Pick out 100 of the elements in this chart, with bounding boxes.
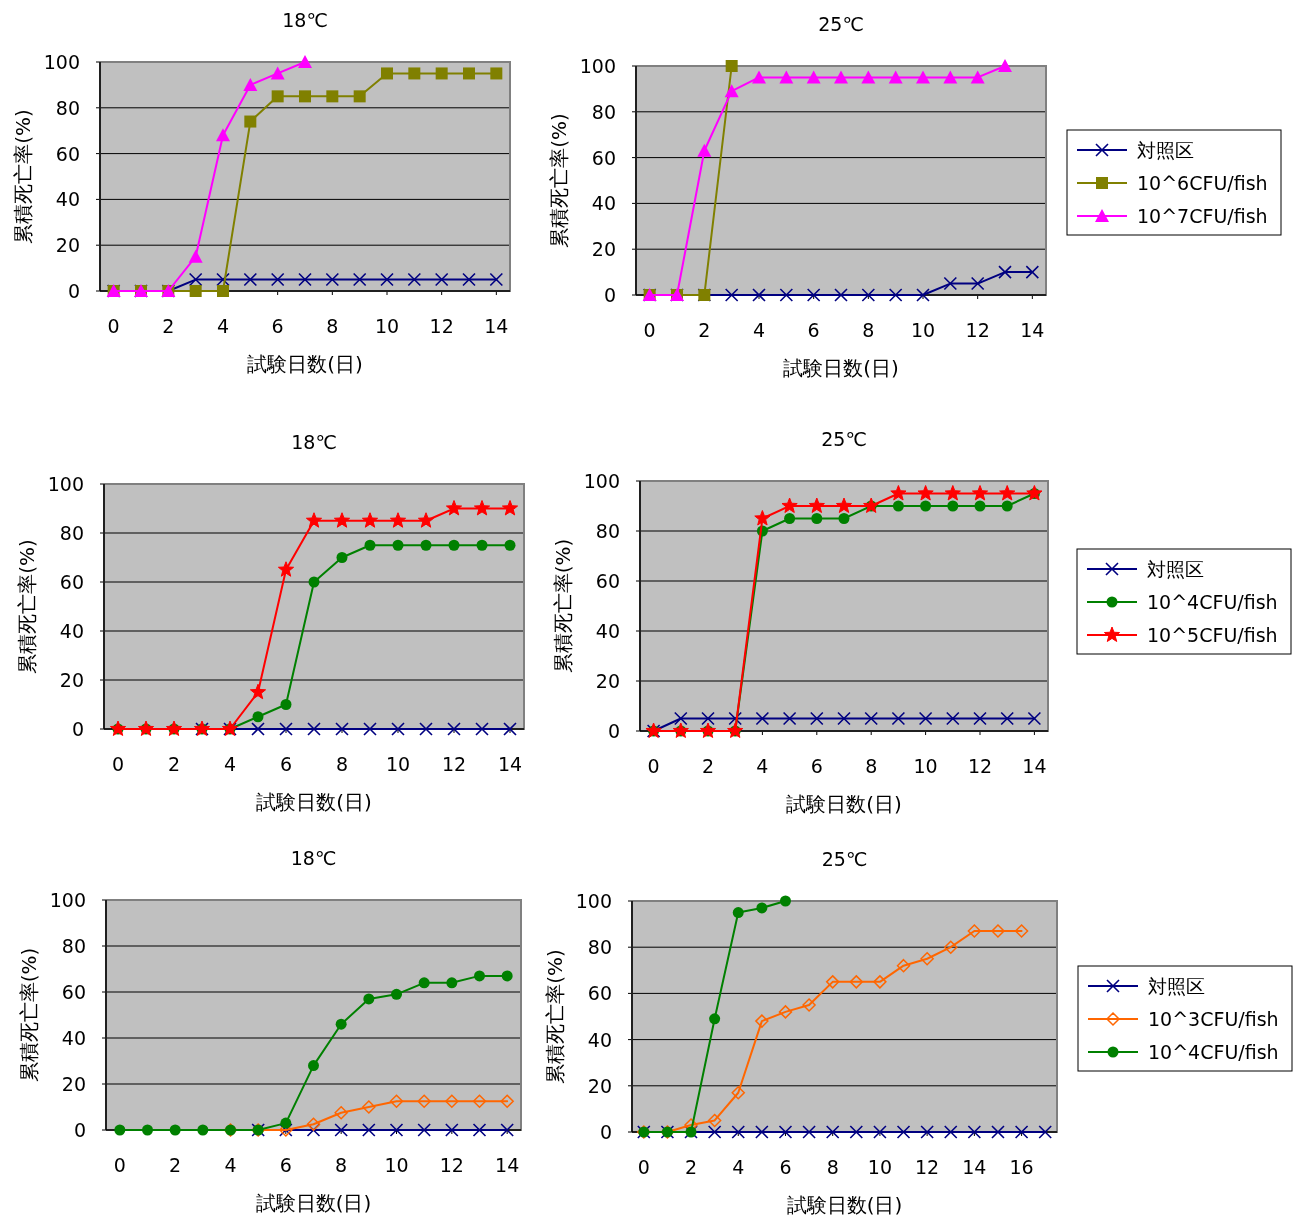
y-tick-label: 0: [67, 280, 80, 302]
y-tick-label: 100: [49, 889, 86, 911]
y-tick-label: 20: [59, 669, 84, 691]
x-tick-label: 4: [216, 315, 230, 337]
y-tick-label: 80: [587, 936, 612, 959]
x-tick-label: 8: [865, 755, 878, 777]
y-tick-label: 40: [587, 1028, 612, 1051]
x-tick-label: 4: [223, 753, 237, 775]
x-tick-label: 16: [1009, 1156, 1034, 1178]
x-tick-label: 12: [441, 753, 467, 775]
y-tick-label: 60: [595, 570, 620, 592]
chart-title: 25℃: [821, 848, 868, 870]
x-tick-label: 0: [107, 315, 120, 337]
x-tick-label: 2: [684, 1156, 698, 1178]
y-tick-label: 60: [587, 982, 612, 1005]
y-tick-label: 40: [59, 620, 84, 642]
x-tick-label: 10: [913, 755, 938, 777]
x-tick-label: 12: [439, 1154, 464, 1176]
x-tick-label: 10: [867, 1156, 893, 1178]
x-tick-label: 4: [752, 319, 766, 341]
legend-label: 10^3CFU/fish: [1148, 1008, 1279, 1030]
y-axis-title: 累積死亡率(%): [11, 109, 35, 244]
y-tick-label: 100: [579, 55, 616, 77]
y-tick-label: 40: [595, 620, 620, 642]
chart-title: 25℃: [818, 13, 864, 35]
x-axis-title: 試験日数(日): [786, 1193, 903, 1217]
x-tick-label: 14: [484, 315, 509, 337]
x-tick-label: 6: [271, 315, 284, 337]
y-axis-title: 累積死亡率(%): [15, 539, 39, 674]
x-axis-title: 試験日数(日): [255, 1191, 372, 1215]
x-axis-title: 試験日数(日): [247, 352, 363, 376]
y-tick-label: 20: [61, 1073, 86, 1095]
y-tick-label: 20: [591, 238, 616, 261]
x-tick-label: 8: [826, 1156, 839, 1178]
legend-label: 10^5CFU/fish: [1147, 624, 1278, 646]
x-tick-label: 12: [429, 315, 454, 337]
legend-label: 10^6CFU/fish: [1137, 172, 1268, 194]
chart-title: 18℃: [282, 9, 328, 31]
y-tick-label: 80: [595, 520, 620, 542]
x-tick-label: 0: [647, 755, 660, 777]
x-tick-label: 0: [111, 753, 125, 775]
y-tick-label: 40: [61, 1027, 86, 1049]
x-axis-title: 試験日数(日): [786, 792, 902, 816]
chart-title: 18℃: [291, 431, 337, 453]
x-tick-label: 8: [335, 753, 349, 775]
y-axis-title: 累積死亡率(%): [17, 947, 41, 1083]
x-tick-label: 2: [167, 753, 181, 775]
y-axis-title: 累積死亡率(%): [547, 113, 571, 248]
y-tick-label: 80: [591, 100, 616, 123]
legend-label: 10^4CFU/fish: [1148, 1041, 1279, 1063]
x-tick-label: 10: [910, 319, 936, 341]
chart-title: 18℃: [290, 847, 337, 869]
y-tick-label: 0: [607, 720, 620, 742]
x-tick-label: 6: [807, 319, 820, 341]
x-tick-label: 2: [698, 319, 711, 341]
x-tick-label: 2: [701, 755, 715, 777]
x-tick-label: 6: [279, 753, 293, 775]
legend-label: 10^4CFU/fish: [1147, 591, 1278, 613]
x-tick-label: 14: [1020, 319, 1045, 341]
x-tick-label: 12: [965, 319, 990, 341]
x-tick-label: 12: [915, 1156, 940, 1178]
x-axis-title: 試験日数(日): [783, 356, 899, 380]
x-tick-label: 10: [374, 315, 400, 337]
x-tick-label: 6: [279, 1154, 292, 1176]
x-tick-label: 14: [497, 753, 523, 775]
y-tick-label: 100: [43, 51, 80, 73]
x-tick-label: 10: [385, 753, 411, 775]
y-axis-title: 累積死亡率(%): [551, 538, 575, 674]
y-tick-label: 100: [575, 890, 612, 912]
y-tick-label: 80: [61, 935, 86, 957]
y-tick-label: 80: [55, 96, 80, 119]
legend-label: 10^7CFU/fish: [1137, 205, 1268, 227]
x-tick-label: 4: [756, 755, 769, 777]
y-tick-label: 0: [603, 284, 616, 306]
x-tick-label: 4: [732, 1156, 745, 1178]
x-tick-label: 4: [224, 1154, 237, 1176]
legend-label: 対照区: [1137, 139, 1194, 161]
y-tick-label: 100: [583, 470, 620, 492]
y-tick-label: 40: [55, 188, 80, 211]
y-tick-label: 0: [71, 718, 84, 740]
y-tick-label: 20: [587, 1074, 612, 1097]
x-tick-label: 14: [1022, 755, 1047, 777]
y-tick-label: 40: [591, 192, 616, 215]
y-axis-title: 累積死亡率(%): [543, 949, 567, 1084]
x-tick-label: 10: [384, 1154, 409, 1176]
chart-title: 25℃: [821, 428, 867, 450]
y-tick-label: 80: [59, 522, 84, 544]
y-tick-label: 20: [55, 234, 80, 257]
x-tick-label: 0: [643, 319, 656, 341]
x-tick-label: 8: [326, 315, 339, 337]
legend-label: 対照区: [1148, 975, 1205, 997]
x-tick-label: 0: [637, 1156, 650, 1178]
legend-label: 対照区: [1147, 558, 1204, 580]
x-tick-label: 6: [810, 755, 823, 777]
x-tick-label: 8: [862, 319, 875, 341]
x-tick-label: 2: [162, 315, 175, 337]
x-tick-label: 6: [779, 1156, 792, 1178]
y-tick-label: 0: [599, 1121, 612, 1143]
y-tick-label: 100: [47, 473, 84, 495]
y-tick-label: 60: [55, 142, 80, 165]
